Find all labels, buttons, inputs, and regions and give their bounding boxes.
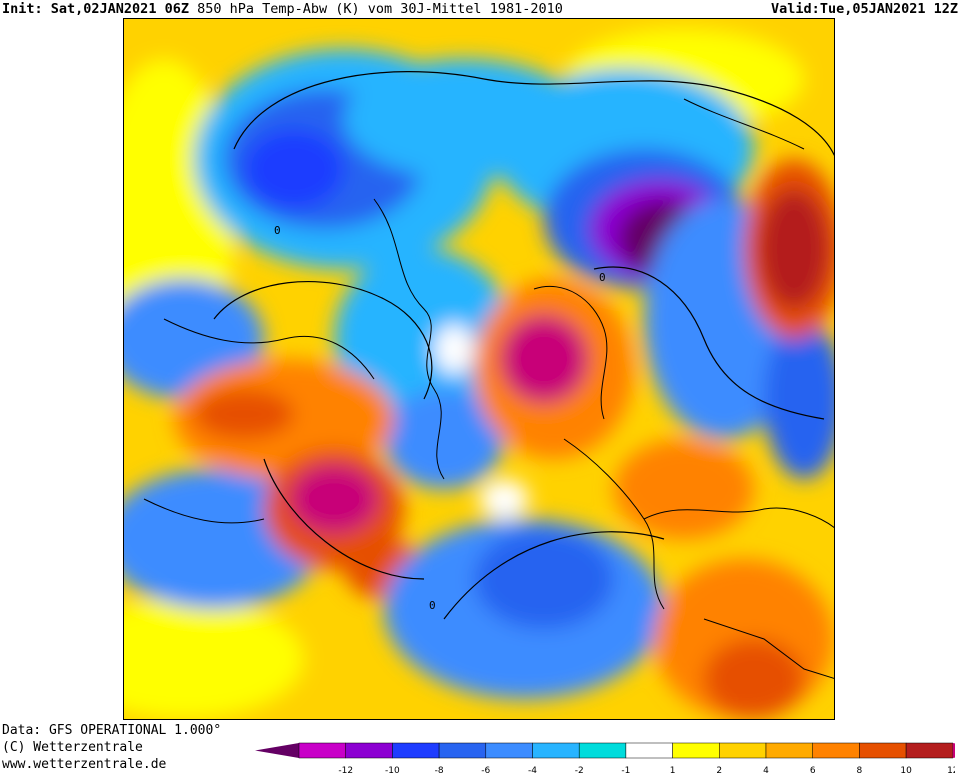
footer-data-source: Data: GFS OPERATIONAL 1.000° xyxy=(2,723,222,738)
header-valid: Valid:Tue,05JAN2021 12Z xyxy=(771,0,958,18)
colorbar: -12-10-8-6-4-2-1124681012 xyxy=(255,742,955,776)
colorbar-tick-label: -8 xyxy=(435,766,444,776)
colorbar-swatch xyxy=(719,742,767,759)
colorbar-ticks: -12-10-8-6-4-2-1124681012 xyxy=(338,766,955,776)
colorbar-tick-label: -6 xyxy=(481,766,490,776)
colorbar-swatch xyxy=(532,742,580,759)
zero-contour xyxy=(213,71,834,620)
colorbar-tick-label: -2 xyxy=(575,766,584,776)
colorbar-swatch xyxy=(672,742,720,759)
colorbar-swatch xyxy=(859,742,907,759)
colorbar-tick-label: -10 xyxy=(385,766,400,776)
colorbar-high-arrow xyxy=(952,743,955,758)
colorbar-swatch xyxy=(905,742,954,759)
valid-label: Valid: xyxy=(771,1,820,17)
colorbar-tick-label: 12 xyxy=(947,766,955,776)
colorbar-tick-label: -4 xyxy=(528,766,537,776)
colorbar-swatch xyxy=(392,742,440,759)
colorbar-swatch xyxy=(438,742,487,759)
footer-website[interactable]: www.wetterzentrale.de xyxy=(2,757,167,772)
footer-copyright: (C) Wetterzentrale xyxy=(2,740,143,755)
colorbar-low-arrow xyxy=(255,743,299,758)
init-label: Init: xyxy=(2,1,43,17)
colorbar-swatch xyxy=(625,742,673,759)
contour-label: 0 xyxy=(429,599,436,612)
colorbar-swatch xyxy=(298,742,346,759)
colorbar-tick-label: 4 xyxy=(763,766,769,776)
map-canvas: 0 0 0 xyxy=(124,19,834,719)
colorbar-tick-label: 10 xyxy=(900,766,912,776)
colorbar-tick-label: -1 xyxy=(621,766,630,776)
colorbar-swatch xyxy=(345,742,393,759)
colorbar-tick-label: 1 xyxy=(670,766,676,776)
contour-label: 0 xyxy=(274,224,281,237)
init-value: Sat,02JAN2021 06Z xyxy=(50,1,189,17)
anomaly-map: 0 0 0 xyxy=(123,18,835,720)
colorbar-tick-label: 6 xyxy=(810,766,816,776)
colorbar-tick-label: -12 xyxy=(338,766,353,776)
chart-title: 850 hPa Temp-Abw (K) vom 30J-Mittel 1981… xyxy=(197,1,563,17)
valid-value: Tue,05JAN2021 12Z xyxy=(819,1,958,17)
colorbar-swatch xyxy=(812,742,860,759)
colorbar-swatch xyxy=(578,742,627,759)
contour-label: 0 xyxy=(599,271,606,284)
anomaly-field xyxy=(124,29,834,719)
colorbar-swatch xyxy=(485,742,533,759)
header-init: Init: Sat,02JAN2021 06Z 850 hPa Temp-Abw… xyxy=(2,0,563,18)
colorbar-tick-label: 2 xyxy=(716,766,722,776)
colorbar-swatches xyxy=(255,742,955,759)
coastlines xyxy=(143,98,834,679)
colorbar-tick-label: 8 xyxy=(857,766,863,776)
colorbar-swatch xyxy=(765,742,813,759)
